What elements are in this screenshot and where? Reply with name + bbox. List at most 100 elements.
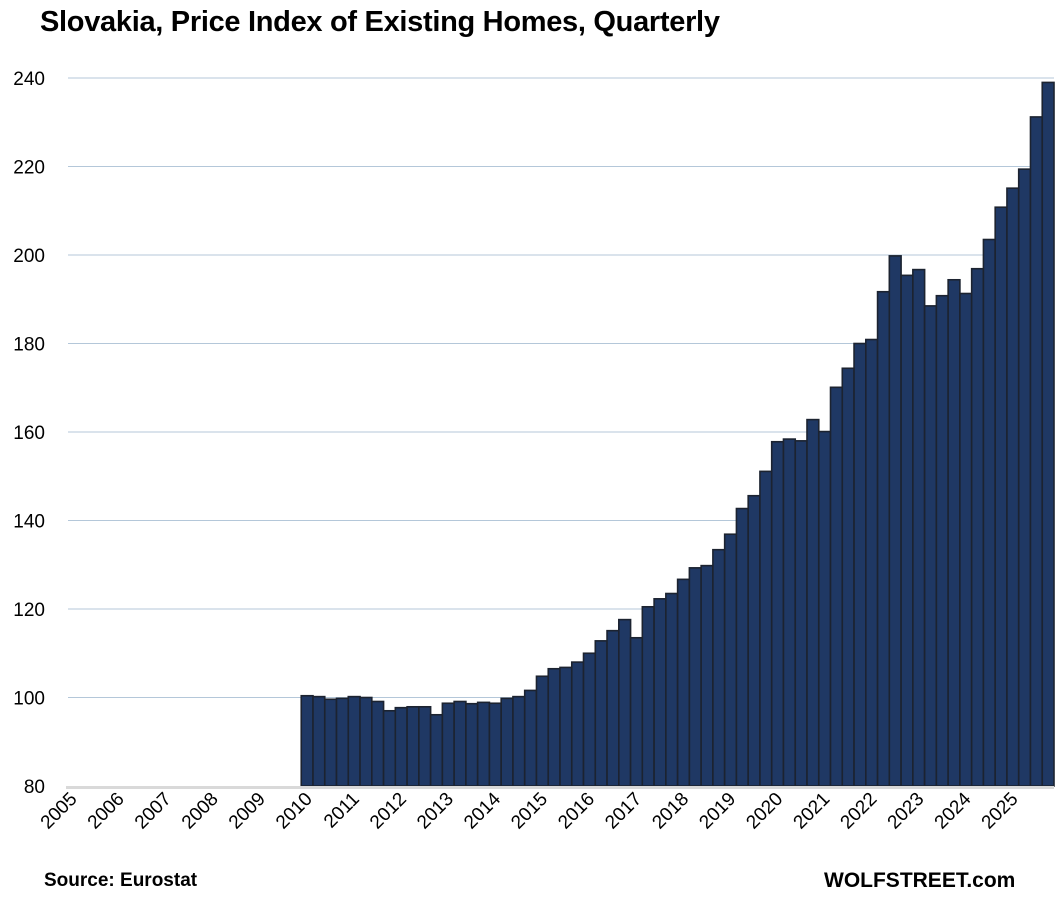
bar-2024-q3: 2024 Q3: 203.5 [982,238,996,787]
bar-2023-q2: 2023 Q2: 188.5 [923,305,938,787]
bar-2014-q3: 2014 Q3: 100.2 [512,695,526,787]
bar-2025-q1: 2025 Q1: 215.1 [1006,187,1020,787]
bar-2022-q4: 2022 Q4: 195.4 [900,274,914,787]
x-tick-label: 2019 [695,789,740,834]
x-tick-label: 2014 [460,788,505,833]
bar-2017-q1: 2017 Q1: 113.5 [629,636,644,787]
bar-2015-q4: 2015 Q4: 108 [570,661,585,787]
bar-2019-q4: 2019 Q4: 151.1 [759,470,773,787]
bar-2010-q3: 2010 Q3: 99.6 [323,698,338,787]
bar-2019-q1: 2019 Q1: 136.9 [723,533,738,787]
bar-2016-q1: 2016 Q1: 110 [582,652,597,787]
bar-2021-q1: 2021 Q1: 160.1 [817,430,832,787]
bar-2013-q4: 2013 Q4: 98.9 [476,701,491,787]
x-tick-label: 2015 [507,789,552,834]
bar-2014-q2: 2014 Q2: 99.8 [500,697,514,787]
y-axis-tick-labels: 80 100 120 140 160 180 200 220 240 [13,69,45,798]
bar-2012-q3: 2012 Q3: 97.9 [418,705,432,787]
x-axis-tick-labels: 2005 2006 2007 2008 2009 2010 2011 2012 2013 2014… [37,788,1023,833]
x-tick-label: 2017 [601,789,646,834]
bar-2023-q1: 2023 Q1: 196.7 [912,268,926,787]
bar-2014-q4: 2014 Q4: 101.6 [523,689,538,787]
bar-2022-q1: 2022 Q1: 180.9 [865,338,879,787]
bar-2013-q1: 2013 Q1: 98.7 [441,702,455,787]
x-tick-label: 2007 [131,789,176,834]
bar-2015-q1: 2015 Q1: 104.8 [535,675,550,787]
bar-2022-q2: 2022 Q2: 191.7 [876,290,891,787]
bar-2010-q2: 2010 Q2: 100.2 [312,695,326,787]
x-tick-label: 2025 [978,789,1023,834]
bar-2018-q3: 2018 Q3: 129.8 [700,564,714,787]
brand-watermark: WOLFSTREET.com [824,869,1016,892]
bar-2014-q1: 2014 Q1: 98.7 [488,702,502,787]
bar-2021-q4: 2021 Q4: 180 [853,342,867,787]
bar-2011-q4: 2011 Q4: 97 [382,709,397,787]
bar-2025-q3: 2025 Q3: 231.2 [1029,116,1044,787]
x-tick-label: 2020 [743,789,788,834]
x-tick-label: 2011 [320,789,364,833]
y-tick-label: 140 [13,512,45,533]
x-tick-label: 2016 [554,789,599,834]
bar-2016-q2: 2016 Q2: 112.8 [594,640,608,787]
bar-2024-q1: 2024 Q1: 191.3 [959,292,973,787]
y-tick-label: 180 [13,335,45,356]
bar-2025-q2: 2025 Q2: 219.4 [1017,168,1032,787]
x-tick-label: 2013 [413,789,458,834]
bar-2012-q4: 2012 Q4: 96.1 [429,713,444,787]
bar-2020-q4: 2020 Q4: 162.8 [806,418,820,787]
bar-2020-q2: 2020 Q2: 158.4 [782,438,797,787]
x-tick-label: 2021 [790,789,835,834]
y-tick-label: 240 [13,69,45,90]
bar-2018-q1: 2018 Q1: 126.7 [676,578,691,787]
gridlines [68,77,1054,698]
bar-2021-q2: 2021 Q2: 170.1 [829,386,844,787]
bars: 2010 Q1: 100.42010 Q2: 100.22010 Q3: 99.… [300,81,1055,787]
x-tick-label: 2012 [366,789,411,834]
x-tick-label: 2024 [931,788,976,833]
bar-2017-q4: 2017 Q4: 123.5 [665,592,679,787]
bar-2017-q2: 2017 Q2: 120.5 [641,605,655,787]
y-tick-label: 100 [13,689,45,710]
chart-title: Slovakia, Price Index of Existing Homes,… [40,6,720,38]
bar-2023-q4: 2023 Q4: 194.4 [947,278,961,787]
bar-2011-q3: 2011 Q3: 99.1 [371,700,385,787]
bar-2022-q3: 2022 Q3: 199.8 [888,255,902,787]
x-tick-label: 2018 [648,789,693,834]
x-tick-label: 2010 [272,789,317,834]
bar-2010-q1: 2010 Q1: 100.4 [300,694,314,787]
y-tick-label: 80 [24,777,45,798]
x-tick-label: 2009 [225,789,270,834]
bar-2025-q4: 2025 Q4: 239 [1041,81,1055,787]
bar-2024-q2: 2024 Q2: 196.9 [970,267,985,787]
bar-2020-q3: 2020 Q3: 158 [794,440,808,787]
x-tick-label: 2022 [837,789,882,834]
bar-2021-q3: 2021 Q3: 174.4 [841,367,855,787]
source-note: Source: Eurostat [44,870,198,891]
x-tick-label: 2008 [178,789,223,834]
bar-2019-q3: 2019 Q3: 145.6 [747,494,761,787]
bar-2016-q3: 2016 Q3: 115.1 [606,629,620,787]
bar-2015-q3: 2015 Q3: 106.8 [559,666,573,787]
bar-2010-q4: 2010 Q4: 99.8 [335,697,350,787]
y-tick-label: 220 [13,158,45,179]
bar-2012-q1: 2012 Q1: 97.7 [394,706,408,787]
bar-2011-q1: 2011 Q1: 100.2 [347,695,361,787]
x-tick-label: 2006 [84,789,129,834]
y-tick-label: 120 [13,600,45,621]
bar-2023-q3: 2023 Q3: 190.8 [935,294,949,787]
y-tick-label: 200 [13,246,45,267]
bar-2011-q2: 2011 Q2: 100 [359,696,373,787]
bar-2015-q2: 2015 Q2: 106.5 [547,667,561,787]
bar-2017-q3: 2017 Q3: 122.3 [653,598,667,787]
bar-2012-q2: 2012 Q2: 97.9 [406,705,420,787]
bar-2013-q2: 2013 Q2: 99.1 [453,700,467,787]
bar-2020-q1: 2020 Q1: 157.8 [770,440,785,787]
y-tick-label: 160 [13,423,45,444]
bar-2018-q2: 2018 Q2: 129.3 [688,567,702,787]
bar-2013-q3: 2013 Q3: 98.6 [465,702,479,787]
bar-2019-q2: 2019 Q2: 142.7 [735,507,749,787]
x-tick-label: 2023 [884,789,929,834]
bar-2018-q4: 2018 Q4: 133.4 [712,548,726,787]
bar-2016-q4: 2016 Q4: 117.6 [618,618,632,787]
